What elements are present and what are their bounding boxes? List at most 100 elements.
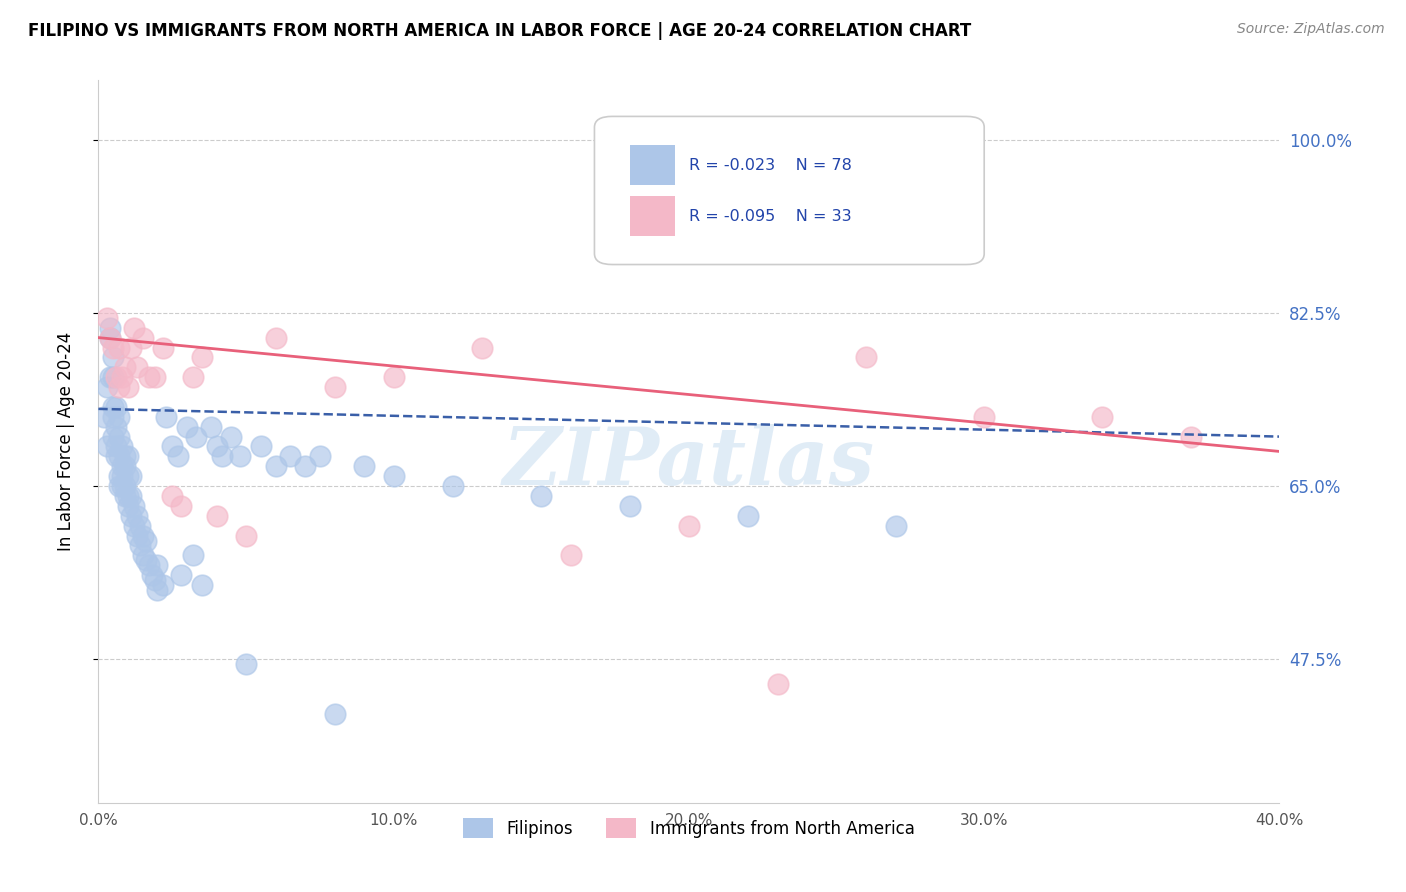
Point <box>103 429 125 443</box>
Point <box>108 380 131 394</box>
Point <box>441 479 464 493</box>
Point <box>382 370 405 384</box>
Point <box>117 380 139 394</box>
Point <box>264 459 287 474</box>
Point <box>205 440 228 454</box>
Point <box>280 450 302 464</box>
Point <box>155 409 177 424</box>
Point <box>125 528 148 542</box>
Point <box>111 370 134 384</box>
Point <box>122 320 145 334</box>
Point <box>221 429 243 443</box>
Legend: Filipinos, Immigrants from North America: Filipinos, Immigrants from North America <box>457 812 921 845</box>
Point <box>766 677 789 691</box>
Point <box>105 450 128 464</box>
Point <box>235 657 257 672</box>
Point <box>93 409 115 424</box>
Point <box>170 568 193 582</box>
Point <box>111 440 134 454</box>
Point <box>96 380 118 394</box>
Point <box>170 499 193 513</box>
Point <box>211 450 233 464</box>
Point <box>120 469 142 483</box>
Point <box>884 518 907 533</box>
Point <box>98 320 121 334</box>
Point <box>111 459 134 474</box>
Point <box>1091 409 1114 424</box>
Point <box>141 568 163 582</box>
Point <box>191 351 214 365</box>
Point <box>114 360 136 375</box>
Text: R = -0.023    N = 78: R = -0.023 N = 78 <box>689 158 852 173</box>
Point <box>250 440 273 454</box>
Point <box>294 459 316 474</box>
Point <box>103 400 125 414</box>
Point <box>120 489 142 503</box>
Point <box>323 706 346 721</box>
Point <box>152 578 174 592</box>
Text: Source: ZipAtlas.com: Source: ZipAtlas.com <box>1237 22 1385 37</box>
Point <box>167 450 190 464</box>
FancyBboxPatch shape <box>630 196 675 235</box>
Point <box>1180 429 1202 443</box>
Point <box>146 582 169 597</box>
Point <box>103 341 125 355</box>
Point <box>108 429 131 443</box>
Point <box>152 341 174 355</box>
Point <box>98 330 121 344</box>
Point <box>103 370 125 384</box>
Point <box>96 310 118 325</box>
Point <box>132 330 155 344</box>
Point <box>229 450 252 464</box>
Point <box>132 528 155 542</box>
Point <box>353 459 375 474</box>
Point <box>132 549 155 563</box>
Point <box>96 440 118 454</box>
Point <box>122 518 145 533</box>
Point <box>382 469 405 483</box>
Point <box>181 370 204 384</box>
Point <box>98 330 121 344</box>
Point <box>135 533 157 548</box>
Point <box>146 558 169 573</box>
Point <box>108 469 131 483</box>
Point <box>560 549 582 563</box>
Point <box>120 341 142 355</box>
Point <box>138 370 160 384</box>
Point <box>125 360 148 375</box>
Point <box>181 549 204 563</box>
Point <box>105 370 128 384</box>
Point <box>128 539 150 553</box>
Point <box>105 440 128 454</box>
Point <box>120 508 142 523</box>
Point <box>125 508 148 523</box>
Point <box>105 419 128 434</box>
Point <box>471 341 494 355</box>
Point <box>111 469 134 483</box>
Point <box>114 450 136 464</box>
Point <box>103 409 125 424</box>
Point <box>128 518 150 533</box>
Point <box>114 459 136 474</box>
Point <box>205 508 228 523</box>
Point <box>191 578 214 592</box>
Point <box>117 450 139 464</box>
Point <box>122 499 145 513</box>
Point <box>309 450 332 464</box>
Point <box>184 429 207 443</box>
Point <box>108 450 131 464</box>
Point <box>162 489 183 503</box>
Y-axis label: In Labor Force | Age 20-24: In Labor Force | Age 20-24 <box>56 332 75 551</box>
Point <box>143 370 166 384</box>
Point <box>114 479 136 493</box>
FancyBboxPatch shape <box>630 145 675 185</box>
Point <box>235 528 257 542</box>
Point <box>678 518 700 533</box>
Point <box>98 370 121 384</box>
Point <box>111 479 134 493</box>
Point <box>108 341 131 355</box>
Point <box>117 469 139 483</box>
Text: R = -0.095    N = 33: R = -0.095 N = 33 <box>689 209 852 224</box>
Point <box>117 489 139 503</box>
Point <box>143 573 166 587</box>
